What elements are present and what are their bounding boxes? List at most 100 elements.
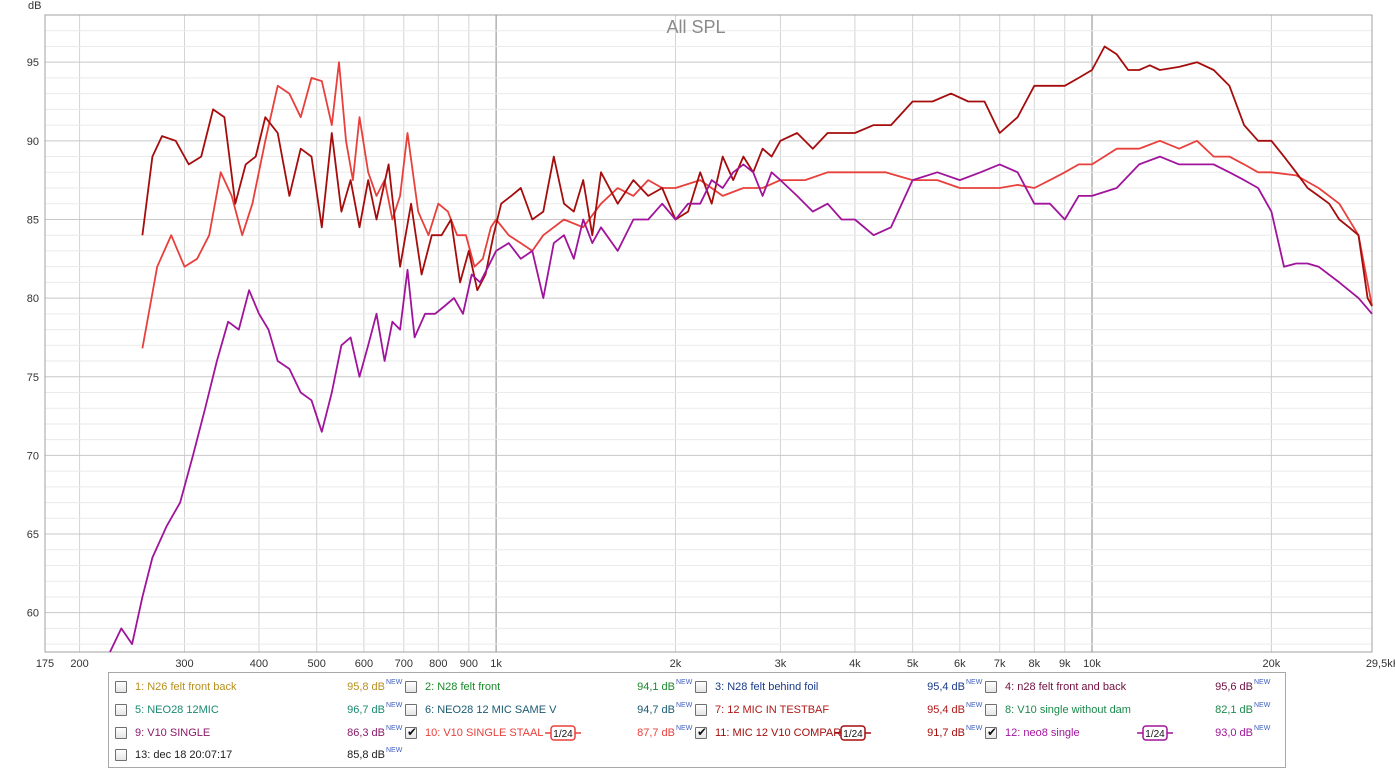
legend-label: 3: N28 felt behind foil [715, 681, 819, 693]
legend-new-badge: NEW [966, 725, 983, 732]
legend-label: 7: 12 MIC IN TESTBAF [715, 704, 830, 716]
x-tick-label: 7k [994, 658, 1006, 670]
legend-value: 87,7 dB [637, 727, 675, 739]
y-tick-label: 80 [27, 293, 39, 305]
x-tick-label: 200 [70, 658, 88, 670]
legend-item[interactable]: 8: V10 single without dam 82,1 dB NEW [985, 702, 1275, 724]
x-tick-label: 500 [308, 658, 326, 670]
x-tick-label: 600 [355, 658, 373, 670]
smoothing-badge[interactable]: 1/24 [835, 725, 871, 741]
y-tick-label: 90 [27, 136, 39, 148]
x-tick-label: 2k [670, 658, 682, 670]
legend-value: 95,4 dB [927, 681, 965, 693]
x-tick-label: 9k [1059, 658, 1071, 670]
legend-checkbox[interactable] [695, 704, 707, 716]
x-tick-label: 4k [849, 658, 861, 670]
legend-checkbox[interactable] [695, 725, 707, 739]
y-tick-label: 65 [27, 529, 39, 541]
legend-value: 93,0 dB [1215, 727, 1253, 739]
legend-value: 94,1 dB [637, 681, 675, 693]
x-tick-label: 3k [775, 658, 787, 670]
y-tick-label: 75 [27, 372, 39, 384]
legend-value: 94,7 dB [637, 704, 675, 716]
legend-new-badge: NEW [1254, 725, 1271, 732]
x-tick-label: 700 [395, 658, 413, 670]
legend-value: 95,6 dB [1215, 681, 1253, 693]
smoothing-label: 1/24 [1145, 729, 1165, 740]
legend-panel: 1: N26 felt front back 95,8 dB NEW 2: N28 f… [108, 672, 1286, 768]
x-tick-label: 800 [429, 658, 447, 670]
series-line [141, 61, 1373, 349]
legend-new-badge: NEW [386, 679, 403, 686]
x-tick-label: 20k [1263, 658, 1281, 670]
legend-checkbox[interactable] [115, 704, 127, 716]
legend-item[interactable]: 5: NEO28 12MIC 96,7 dB NEW [115, 702, 405, 724]
smoothing-label: 1/24 [553, 729, 573, 740]
legend-new-badge: NEW [1254, 679, 1271, 686]
legend-item[interactable]: 7: 12 MIC IN TESTBAF 95,4 dB NEW [695, 702, 985, 724]
y-axis-unit: dB [28, 0, 41, 12]
legend-item[interactable]: 9: V10 SINGLE 86,3 dB NEW [115, 725, 405, 747]
spl-chart: 60 65 70 75 80 85 90 95 175 200 300 400 500 600 700 80… [27, 0, 1395, 670]
legend-item[interactable]: 4: n28 felt front and back 95,6 dB NEW [985, 679, 1275, 701]
plot-frame [44, 14, 1373, 653]
legend-checkbox[interactable] [115, 727, 127, 739]
legend-item[interactable]: 13: dec 18 20:07:17 85,8 dB NEW [115, 747, 405, 769]
y-tick-label: 95 [27, 57, 39, 69]
legend-item[interactable]: 1: N26 felt front back 95,8 dB NEW [115, 679, 405, 701]
legend-checkbox[interactable] [115, 749, 127, 761]
y-tick-label: 85 [27, 214, 39, 226]
x-tick-label: 29,5kHz [1366, 658, 1395, 670]
legend-value: 95,8 dB [347, 681, 385, 693]
legend-value: 86,3 dB [347, 727, 385, 739]
legend-value: 85,8 dB [347, 749, 385, 761]
legend-item[interactable]: 2: N28 felt front 94,1 dB NEW [405, 679, 695, 701]
legend-checkbox[interactable] [985, 681, 997, 693]
legend-label: 2: N28 felt front [425, 681, 501, 693]
x-tick-label: 8k [1028, 658, 1040, 670]
legend-checkbox[interactable] [405, 704, 417, 716]
series-line [141, 45, 1373, 307]
legend-label: 6: NEO28 12 MIC SAME V [425, 704, 557, 716]
x-tick-label: 175 [36, 658, 54, 670]
legend-label: 5: NEO28 12MIC [135, 704, 219, 716]
legend-checkbox[interactable] [405, 681, 417, 693]
smoothing-badge[interactable]: 1/24 [545, 725, 581, 741]
legend-item[interactable]: 3: N28 felt behind foil 95,4 dB NEW [695, 679, 985, 701]
series-line [109, 155, 1373, 653]
y-tick-label: 70 [27, 450, 39, 462]
legend-item[interactable]: 6: NEO28 12 MIC SAME V 94,7 dB NEW [405, 702, 695, 724]
x-tick-label: 300 [175, 658, 193, 670]
legend-label: 11: MIC 12 V10 COMPARIS [715, 727, 852, 739]
legend-checkbox[interactable] [695, 681, 707, 693]
legend-label: 9: V10 SINGLE [135, 727, 211, 739]
legend-value: 82,1 dB [1215, 704, 1253, 716]
legend-new-badge: NEW [676, 679, 693, 686]
legend-new-badge: NEW [386, 702, 403, 709]
legend-label: 10: V10 SINGLE STAAL [425, 727, 544, 739]
x-tick-label: 1k [490, 658, 502, 670]
legend-label: 12: neo8 single [1005, 727, 1080, 739]
x-tick-label: 5k [907, 658, 919, 670]
legend-new-badge: NEW [386, 747, 403, 754]
legend-label: 1: N26 felt front back [135, 681, 237, 693]
legend-new-badge: NEW [676, 725, 693, 732]
legend-checkbox[interactable] [985, 725, 997, 739]
legend-new-badge: NEW [676, 702, 693, 709]
x-tick-label: 6k [954, 658, 966, 670]
smoothing-label: 1/24 [843, 729, 863, 740]
legend-checkbox[interactable] [115, 681, 127, 693]
x-tick-label: 10k [1083, 658, 1101, 670]
legend-new-badge: NEW [966, 702, 983, 709]
legend-new-badge: NEW [386, 725, 403, 732]
legend-new-badge: NEW [966, 679, 983, 686]
x-tick-label: 400 [250, 658, 268, 670]
smoothing-badge[interactable]: 1/24 [1137, 725, 1173, 741]
legend-value: 91,7 dB [927, 727, 965, 739]
legend-checkbox[interactable] [985, 704, 997, 716]
legend-value: 95,4 dB [927, 704, 965, 716]
legend-checkbox[interactable] [405, 725, 417, 739]
